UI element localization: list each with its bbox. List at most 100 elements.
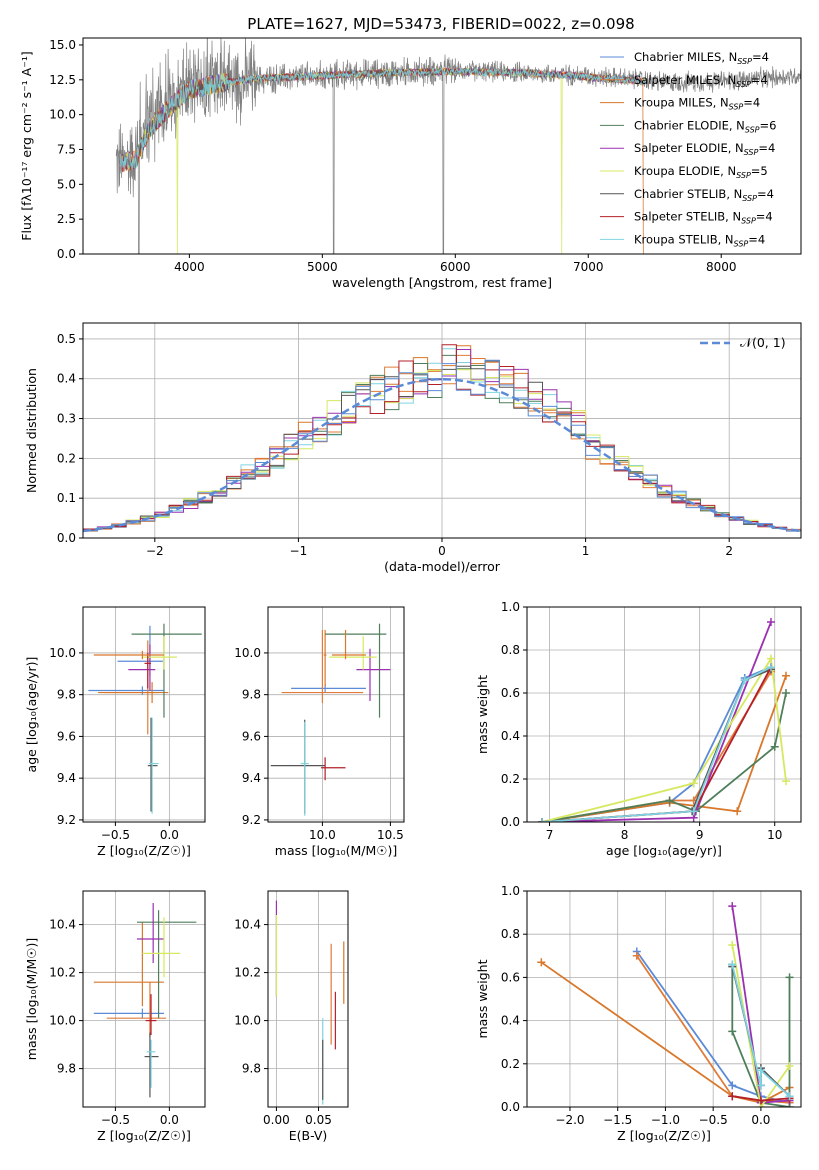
y-tick-label: 9.6: [57, 729, 76, 743]
legend-label: Chabrier MILES, NSSP=4: [634, 50, 769, 66]
y-tick-label: 9.2: [242, 813, 261, 827]
model-spectrum-8: [119, 67, 645, 173]
x-tick-label: 7: [546, 828, 554, 842]
y-tick-label: 7.5: [57, 142, 76, 156]
legend-label: Salpeter MILES, NSSP=4: [634, 73, 768, 89]
x-tick-label: −0.5: [699, 1113, 728, 1127]
x-tick-label: −2: [146, 544, 164, 558]
figure-title: PLATE=1627, MJD=53473, FIBERID=0022, z=0…: [247, 15, 634, 33]
plot-area: [88, 623, 202, 814]
axes-frame: [267, 606, 405, 823]
y-tick-label: 0.1: [57, 491, 76, 505]
x-tick-label: 5000: [307, 260, 338, 274]
weight-marker: [632, 951, 641, 960]
y-tick-label: 9.4: [57, 771, 76, 785]
y-tick-label: 9.8: [57, 1062, 76, 1076]
weight-marker: [728, 941, 737, 949]
x-tick-label: 2: [725, 544, 733, 558]
plot-area: [537, 902, 794, 1107]
y-tick-label: 0.2: [501, 772, 520, 786]
x-tick-label: 8000: [706, 260, 737, 274]
weight-marker: [781, 689, 790, 697]
weight-marker: [728, 1081, 737, 1090]
y-tick-label: 10.2: [234, 966, 261, 980]
x-tick-label: 1: [582, 544, 590, 558]
weight-marker: [689, 779, 698, 788]
weight-marker: [689, 807, 698, 816]
residuals-chart: −2 −1 0 1 2 0.0 0.1 0.2 0.3 0.4 0.5 (data-model)/er…: [24, 322, 802, 574]
weight-marker: [756, 1081, 765, 1090]
legend-label: Chabrier ELODIE, NSSP=6: [634, 118, 776, 134]
y-axis-label: mass weight: [475, 675, 490, 754]
y-tick-label: 0.4: [501, 1014, 520, 1028]
axes-frame: [526, 890, 802, 1108]
legend-label: Kroupa STELIB, NSSP=4: [634, 232, 765, 248]
y-tick-label: 9.8: [57, 688, 76, 702]
weight-marker: [770, 742, 779, 751]
y-tick-label: 10.0: [49, 1014, 76, 1028]
weight-marker: [766, 663, 775, 672]
x-tick-label: 0: [438, 544, 446, 558]
x-tick-label: 0.0: [751, 1113, 770, 1127]
y-tick-label: 0.5: [57, 332, 76, 346]
x-tick-label: −0.5: [101, 1113, 130, 1127]
legend-label: Salpeter ELODIE, NSSP=4: [634, 141, 775, 157]
axes-frame: [526, 606, 802, 823]
x-axis-label: (data-model)/error: [384, 559, 501, 574]
weight-marker: [756, 1096, 765, 1105]
legend-label: Kroupa MILES, NSSP=4: [634, 96, 760, 112]
axes-frame: [82, 37, 802, 255]
x-axis-label: Z [log₁₀(Z/Z☉)]: [97, 843, 191, 858]
weight-line-5: [731, 944, 791, 1107]
y-tick-label: 0.3: [57, 412, 76, 426]
y-axis-label: mass weight: [475, 959, 490, 1038]
weight-marker: [728, 1027, 737, 1036]
weight-line-5: [541, 655, 787, 822]
y-tick-label: 10.4: [49, 918, 76, 932]
weight-marker: [538, 818, 547, 822]
weight-marker: [537, 958, 546, 967]
y-tick-label: 10.0: [49, 646, 76, 660]
weight-line-2: [541, 675, 787, 822]
y-tick-label: 10.0: [234, 1014, 261, 1028]
axes-frame: [82, 322, 802, 539]
x-tick-label: −2.0: [555, 1113, 584, 1127]
y-axis-label: mass [log₁₀(M/M☉)]: [24, 938, 39, 1060]
x-tick-label: 10.5: [377, 828, 404, 842]
y-axis-label: Normed distribution: [24, 368, 39, 493]
y-tick-label: 9.4: [242, 771, 261, 785]
y-tick-label: 0.0: [501, 815, 520, 829]
weight-marker: [766, 654, 775, 663]
x-tick-label: 0.00: [263, 1113, 290, 1127]
weight-marker: [756, 1066, 765, 1075]
plot-area: [83, 344, 801, 533]
y-tick-label: 0.6: [501, 686, 520, 700]
axes-frame: [82, 606, 206, 823]
y-tick-label: 0.2: [501, 1057, 520, 1071]
x-tick-label: 4000: [174, 260, 205, 274]
model-spectrum-6: [119, 67, 645, 168]
plot-area: [93, 903, 197, 1098]
weight-marker: [740, 676, 749, 685]
x-tick-label: 0.0: [160, 828, 179, 842]
legend-label: Chabrier STELIB, NSSP=4: [634, 187, 774, 203]
y-tick-label: 5.0: [57, 177, 76, 191]
x-axis-label: wavelength [Angstrom, rest frame]: [332, 275, 552, 290]
weight-marker: [766, 618, 775, 627]
mass-vs-EBV-chart: 0.00 0.05 9.8 10.0 10.2 10.4 E(B-V): [234, 890, 349, 1143]
y-tick-label: 9.2: [57, 813, 76, 827]
plot-area: [275, 900, 345, 1105]
x-tick-label: 7000: [573, 260, 604, 274]
x-tick-label: −1.5: [603, 1113, 632, 1127]
y-tick-label: 0.4: [57, 372, 76, 386]
x-tick-label: 0.0: [160, 1113, 179, 1127]
weight-marker: [781, 671, 790, 680]
x-tick-label: 10.0: [309, 828, 336, 842]
observed-spectrum: [115, 38, 801, 254]
y-axis-label: Flux [fλ10⁻¹⁷ erg cm⁻² s⁻¹ A⁻¹]: [19, 51, 34, 240]
weight-marker: [785, 973, 794, 982]
x-tick-label: 10: [767, 828, 782, 842]
weight-marker: [728, 902, 737, 911]
weight-line-8: [541, 666, 772, 822]
